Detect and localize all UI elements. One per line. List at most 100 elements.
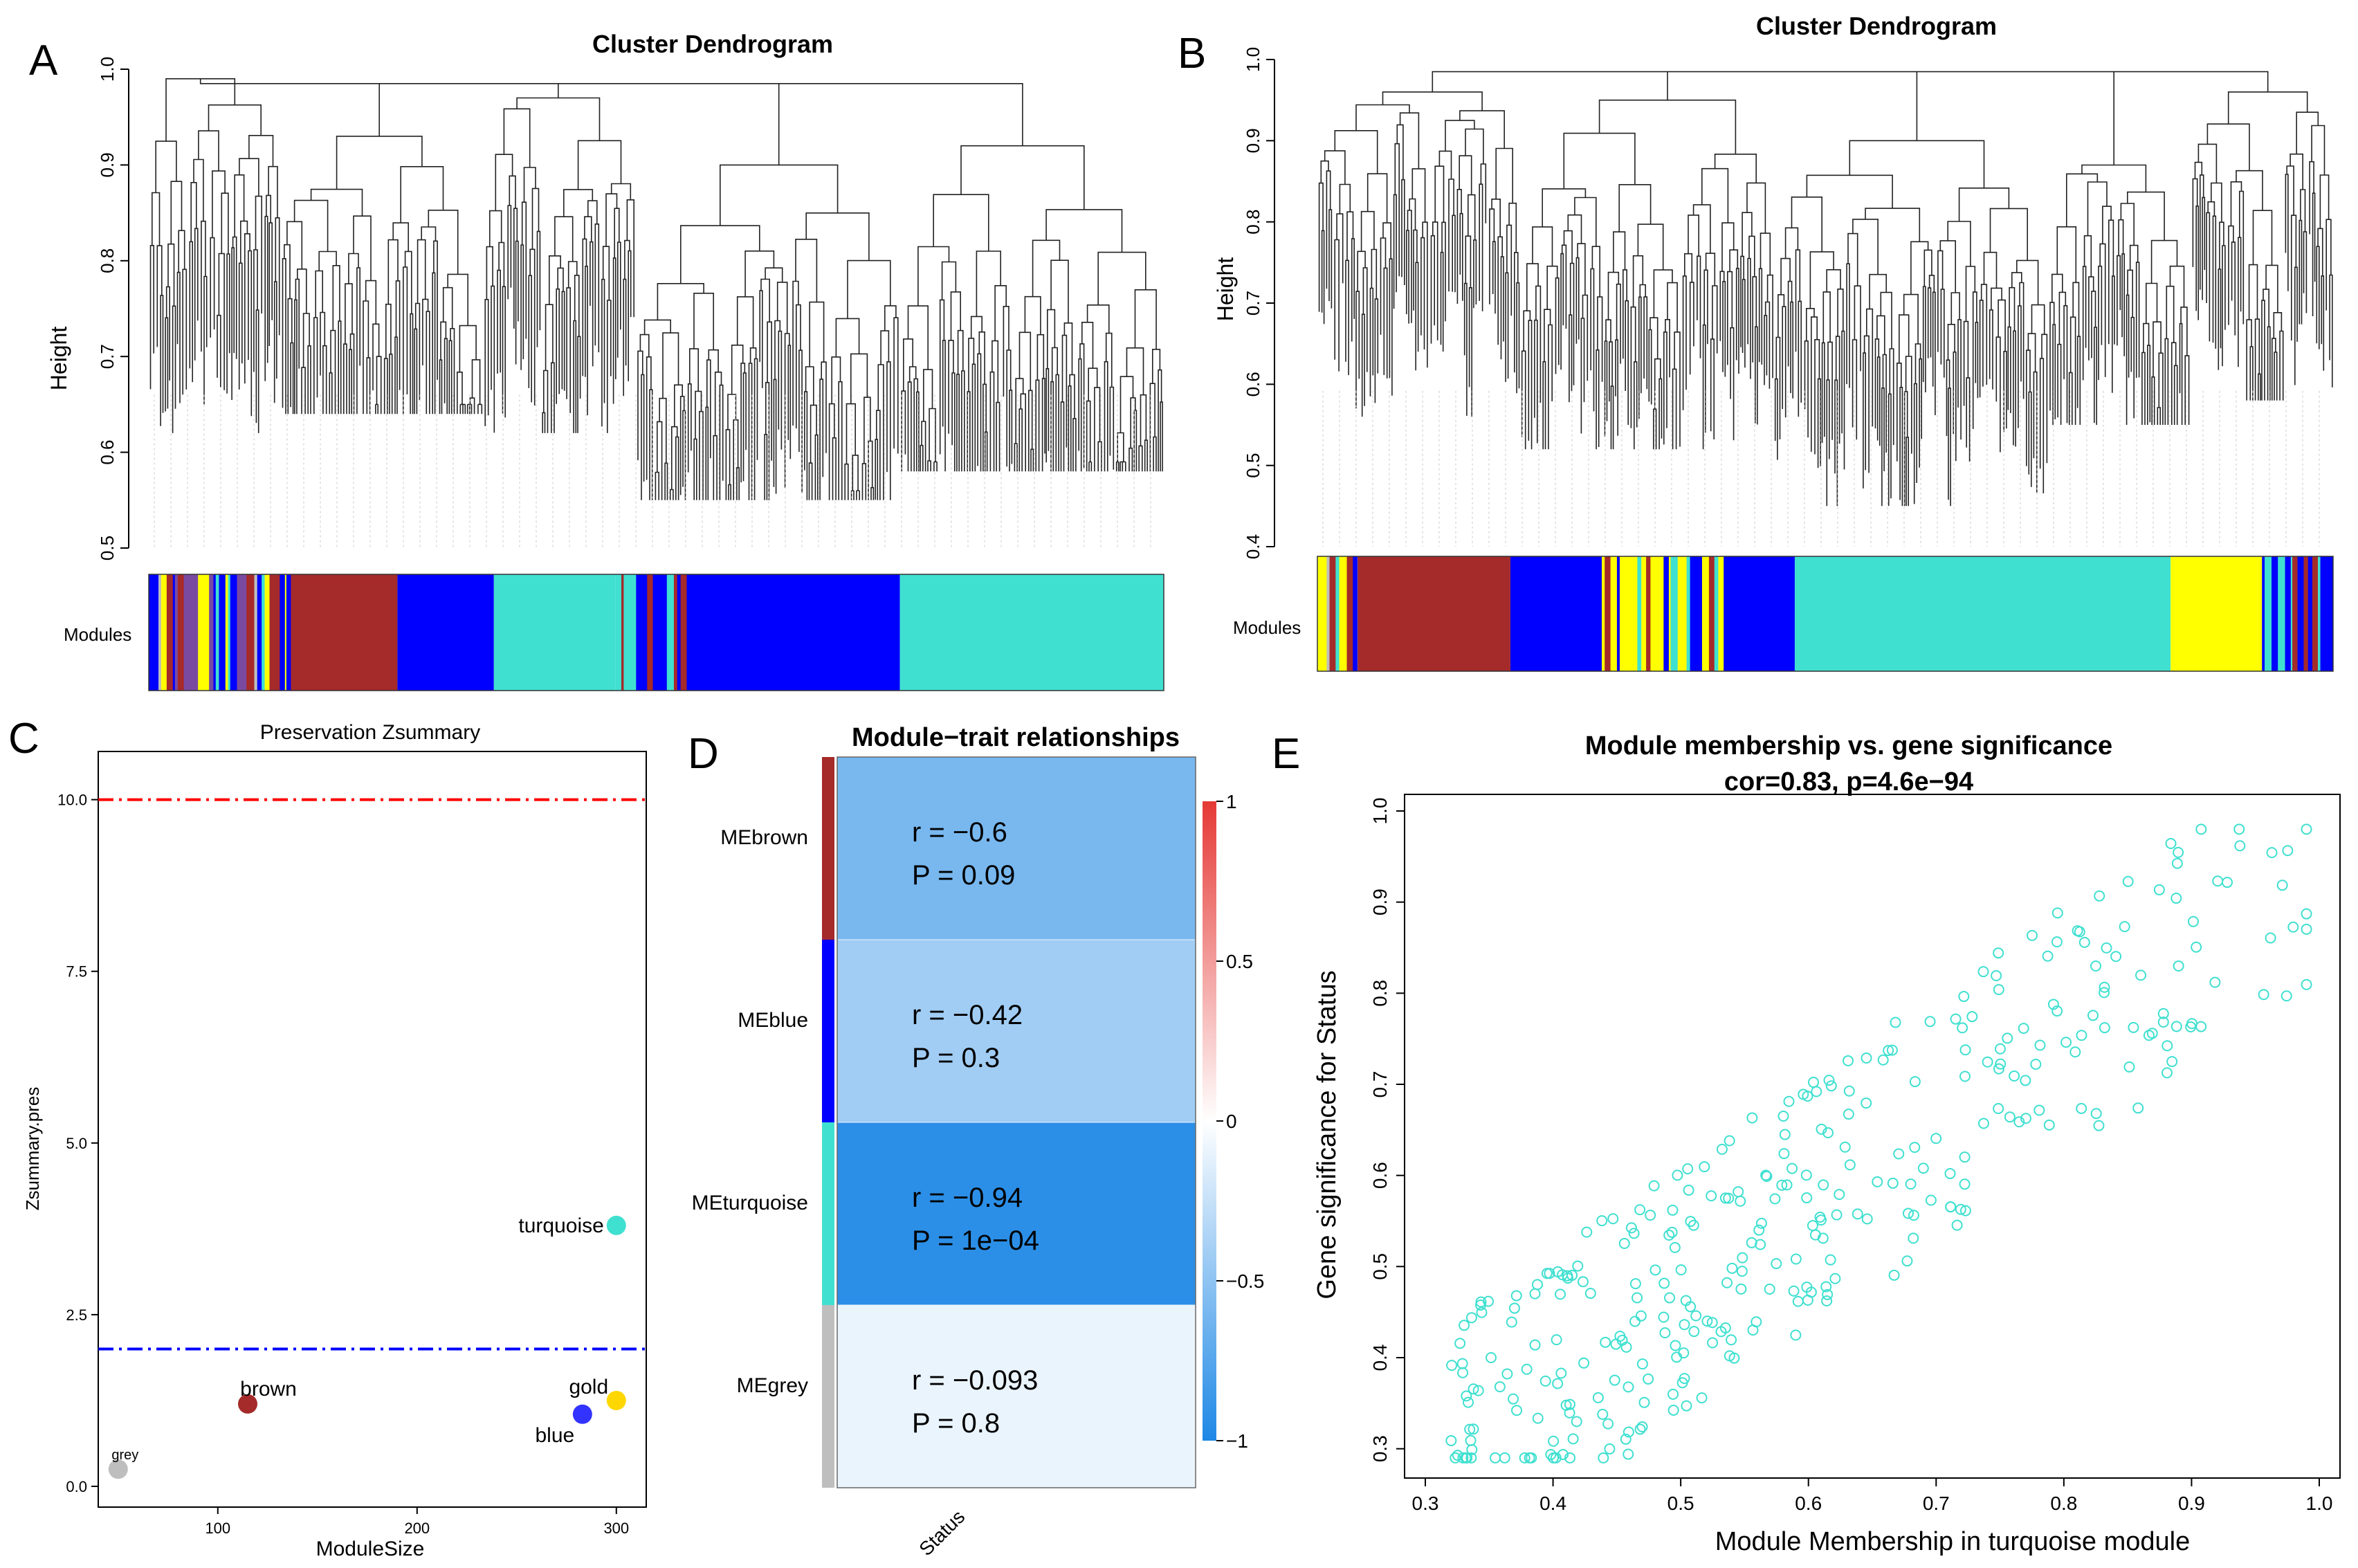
panel-e-point	[1888, 1269, 1900, 1281]
panel-e-point	[2051, 907, 2063, 919]
panel-e-point	[1548, 1452, 1560, 1464]
panel-e-point	[1459, 1320, 1470, 1331]
panel-e-point	[2020, 1075, 2031, 1086]
panel-a-module-segment	[198, 574, 204, 691]
panel-e-point	[1675, 1264, 1687, 1276]
panel-e-point	[1959, 1044, 1971, 1056]
panel-e-point	[1909, 1142, 1921, 1154]
panel-e-point	[1959, 1178, 1971, 1190]
panel-e-point	[1993, 984, 2004, 996]
panel-e-point	[1977, 1118, 1989, 1129]
panel-d-colorbar-tick-label: −1	[1226, 1430, 1248, 1452]
panel-e-point	[1685, 1216, 1697, 1228]
panel-c-x-tick-label: 200	[404, 1520, 430, 1537]
panel-a-module-segment	[161, 574, 167, 691]
panel-e-point	[1490, 1452, 1501, 1464]
panel-b-module-segment	[1714, 556, 1719, 671]
panel-e-point	[2170, 893, 2182, 904]
panel-e-point	[1719, 1192, 1731, 1204]
panel-b-module-segment	[1616, 556, 1620, 671]
panel-b-module-segment	[1317, 556, 1321, 671]
panel-b-module-segment	[2285, 556, 2292, 671]
panel-e-point	[2234, 840, 2246, 852]
panel-e-point	[1555, 1288, 1566, 1300]
panel-e-point	[2258, 989, 2269, 1001]
panel-e-point	[1672, 1169, 1683, 1181]
panel-e-point	[1829, 1273, 1841, 1284]
panel-e-point	[2020, 1113, 2031, 1124]
panel-e-point	[1950, 1013, 1962, 1025]
panel-e-point	[1945, 1201, 1957, 1212]
panel-e-point	[1779, 1129, 1791, 1140]
panel-e-point	[2076, 1102, 2087, 1114]
panel-e: E Module membership vs. gene significanc…	[1272, 730, 2341, 1556]
panel-e-point	[1681, 1400, 1692, 1412]
panel-e-point	[1733, 1186, 1744, 1198]
panel-b: B Cluster Dendrogram Height 0.4 0.5 0.6 0.7…	[1178, 12, 2334, 672]
panel-e-point	[1746, 1112, 1758, 1124]
panel-e-point	[2094, 890, 2105, 902]
panel-e-point	[1557, 1448, 1569, 1460]
panel-c-point-gold	[606, 1390, 626, 1410]
panel-c-point-label: brown	[240, 1378, 297, 1401]
panel-a-module-segment	[280, 574, 286, 691]
panel-d-row-label: MEturquoise	[692, 1192, 808, 1214]
panel-e-point	[2069, 1046, 2081, 1058]
panel-e-point	[1908, 1232, 1919, 1244]
panel-b-letter: B	[1178, 30, 1206, 78]
panel-a-module-segment	[641, 574, 648, 691]
panel-e-point	[1629, 1315, 1641, 1327]
panel-e-point	[2093, 1120, 2105, 1131]
panel-e-point	[2051, 1005, 2063, 1017]
panel-e-point	[2170, 1021, 2182, 1032]
panel-e-point	[1843, 1085, 1855, 1097]
panel-e-point	[2195, 823, 2207, 835]
panel-e-points	[1445, 823, 2312, 1464]
panel-b-module-bar	[1317, 556, 2334, 672]
panel-a-module-segment	[155, 574, 159, 691]
panel-e-point	[1820, 1281, 1832, 1293]
panel-e-point	[1861, 1052, 1872, 1064]
panel-e-point	[1786, 1163, 1798, 1174]
dendrogram-branches	[1318, 71, 2333, 507]
panel-b-ylabel: Height	[1213, 257, 1238, 322]
panel-b-module-segment	[1320, 556, 1327, 671]
panel-a-module-segment	[183, 574, 192, 691]
panel-e-point	[1607, 1213, 1619, 1225]
panel-e-point	[1811, 1086, 1822, 1097]
panel-e-point	[1539, 1375, 1551, 1387]
panel-e-point	[1886, 1044, 1898, 1056]
panel-e-point	[1805, 1286, 1817, 1298]
panel-e-point	[1602, 1418, 1614, 1430]
panel-a-module-segment	[223, 574, 226, 691]
panel-c-x-tick-label: 300	[603, 1520, 629, 1537]
panel-e-point	[1959, 1151, 1971, 1163]
panel-e-ylabel: Gene significance for Status	[1313, 970, 1342, 1299]
panel-e-point	[1529, 1339, 1541, 1351]
panel-a-y-tick-label: 0.6	[97, 440, 118, 465]
panel-e-point	[2122, 875, 2134, 887]
panel-e-point	[1555, 1367, 1567, 1379]
panel-a-letter: A	[29, 37, 58, 84]
panel-b-module-segment	[2265, 556, 2272, 671]
panel-a-module-segment	[239, 574, 247, 691]
panel-e-point	[1600, 1336, 1611, 1348]
panel-e-point	[1696, 1392, 1708, 1404]
panel-a-module-segment	[177, 574, 185, 691]
panel-b-module-segment	[1643, 556, 1647, 671]
panel-d-cell	[837, 756, 1196, 940]
panel-a-title: Cluster Dendrogram	[592, 30, 833, 58]
panel-c-ylabel: Zsummary.pres	[22, 1087, 43, 1211]
panel-e-point	[1598, 1452, 1609, 1464]
panel-e-y-tick-label: 1.0	[1369, 798, 1391, 825]
panel-e-point	[1955, 1203, 1966, 1215]
panel-d-colorbar-tick-label: 1	[1226, 791, 1237, 812]
panel-e-point	[1519, 1452, 1530, 1464]
panel-e-point	[1825, 1254, 1836, 1266]
panel-b-module-segment	[2278, 556, 2286, 671]
panel-a-module-segment	[264, 574, 270, 691]
panel-e-point	[1690, 1310, 1702, 1322]
panel-a-module-segment	[286, 574, 291, 691]
panel-e-point	[2173, 846, 2184, 858]
